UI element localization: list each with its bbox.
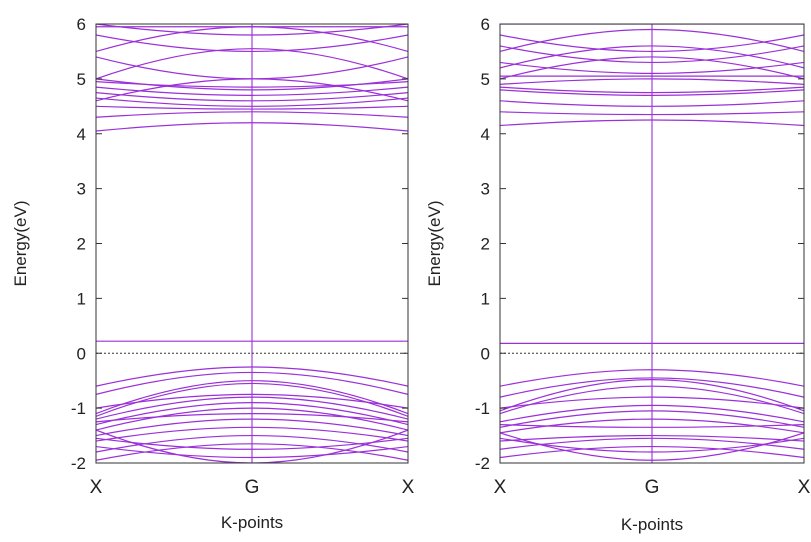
y-tick-label: 3 [481, 180, 490, 199]
kpoint-label-X: X [798, 477, 811, 498]
y-tick-label: -2 [475, 454, 490, 473]
y-axis-label: Energy(eV) [11, 201, 30, 287]
x-axis-label: K-points [621, 515, 683, 534]
y-tick-label: 6 [77, 15, 86, 34]
y-tick-label: -1 [71, 399, 86, 418]
y-tick-label: 3 [77, 180, 86, 199]
y-tick-label: 5 [77, 70, 86, 89]
y-tick-label: -1 [475, 399, 490, 418]
kpoint-label-X: X [90, 477, 103, 498]
y-axis-label: Energy(eV) [425, 201, 444, 287]
y-tick-label: 5 [481, 70, 490, 89]
x-axis-label: K-points [221, 513, 283, 532]
y-tick-label: 1 [481, 289, 490, 308]
y-tick-label: 1 [77, 289, 86, 308]
y-tick-label: 0 [77, 344, 86, 363]
y-tick-label: 0 [481, 344, 490, 363]
y-tick-label: 4 [77, 125, 86, 144]
y-tick-label: 2 [77, 235, 86, 254]
kpoint-label-X: X [494, 477, 507, 498]
kpoint-label-X: X [402, 477, 415, 498]
kpoint-label-G: G [245, 477, 260, 498]
y-tick-label: 2 [481, 235, 490, 254]
chart-panel-2: -2 -1 0 1 2 3 4 5 6 X G X K-points Energy(eV) [425, 15, 811, 534]
kpoint-label-G: G [645, 477, 660, 498]
y-tick-label: -2 [71, 454, 86, 473]
y-tick-label: 6 [481, 15, 490, 34]
y-tick-label: 4 [481, 125, 490, 144]
band-line-32 [96, 429, 408, 463]
chart-panel-1: -2 -1 0 1 2 3 4 5 6 X G X K-points Energy(eV) [11, 15, 415, 532]
